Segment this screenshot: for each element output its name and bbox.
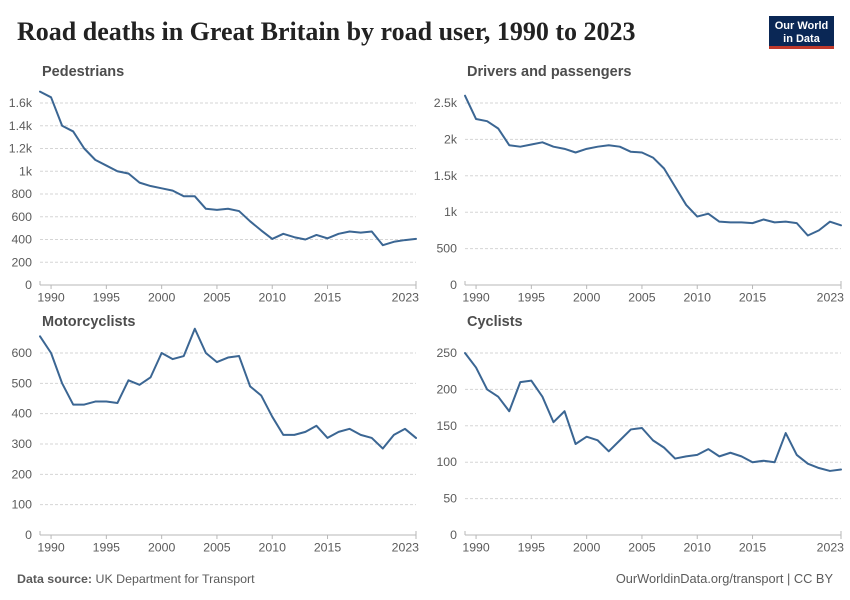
- svg-text:1990: 1990: [462, 541, 490, 555]
- svg-text:0: 0: [450, 278, 457, 292]
- svg-text:1995: 1995: [93, 541, 121, 555]
- svg-text:500: 500: [11, 376, 32, 390]
- svg-text:200: 200: [11, 255, 32, 269]
- svg-text:2010: 2010: [684, 541, 712, 555]
- svg-text:2005: 2005: [203, 541, 231, 555]
- svg-text:2k: 2k: [444, 132, 458, 146]
- svg-text:2023: 2023: [392, 291, 420, 305]
- svg-text:2000: 2000: [148, 541, 176, 555]
- svg-text:2015: 2015: [314, 541, 342, 555]
- svg-text:300: 300: [11, 437, 32, 451]
- svg-text:2.5k: 2.5k: [434, 96, 458, 110]
- svg-text:2015: 2015: [739, 291, 767, 305]
- svg-text:0: 0: [25, 278, 32, 292]
- svg-text:2005: 2005: [628, 541, 656, 555]
- svg-text:2000: 2000: [573, 541, 601, 555]
- svg-text:1995: 1995: [518, 541, 546, 555]
- svg-text:2023: 2023: [392, 541, 420, 555]
- svg-text:1995: 1995: [518, 291, 546, 305]
- svg-text:400: 400: [11, 407, 32, 421]
- svg-text:2023: 2023: [817, 291, 845, 305]
- svg-text:2010: 2010: [259, 541, 287, 555]
- svg-text:2005: 2005: [203, 291, 231, 305]
- svg-text:150: 150: [436, 419, 457, 433]
- svg-text:1.6k: 1.6k: [9, 96, 33, 110]
- svg-text:2000: 2000: [148, 291, 176, 305]
- svg-text:500: 500: [436, 242, 457, 256]
- svg-text:1k: 1k: [19, 164, 33, 178]
- svg-text:200: 200: [436, 382, 457, 396]
- svg-text:400: 400: [11, 233, 32, 247]
- svg-text:200: 200: [11, 467, 32, 481]
- svg-text:2023: 2023: [817, 541, 845, 555]
- svg-text:1990: 1990: [37, 541, 65, 555]
- svg-text:250: 250: [436, 346, 457, 360]
- svg-text:1.2k: 1.2k: [9, 142, 33, 156]
- svg-text:2010: 2010: [259, 291, 287, 305]
- svg-text:100: 100: [436, 455, 457, 469]
- svg-text:600: 600: [11, 210, 32, 224]
- svg-text:1.5k: 1.5k: [434, 169, 458, 183]
- svg-text:2010: 2010: [684, 291, 712, 305]
- svg-text:800: 800: [11, 187, 32, 201]
- svg-text:50: 50: [443, 492, 457, 506]
- svg-text:2015: 2015: [739, 541, 767, 555]
- svg-text:2015: 2015: [314, 291, 342, 305]
- svg-text:1990: 1990: [462, 291, 490, 305]
- svg-text:100: 100: [11, 498, 32, 512]
- svg-text:2005: 2005: [628, 291, 656, 305]
- svg-text:1995: 1995: [93, 291, 121, 305]
- svg-text:1.4k: 1.4k: [9, 119, 33, 133]
- svg-text:0: 0: [25, 528, 32, 542]
- svg-text:600: 600: [11, 346, 32, 360]
- svg-text:1990: 1990: [37, 291, 65, 305]
- svg-text:1k: 1k: [444, 205, 458, 219]
- svg-text:2000: 2000: [573, 291, 601, 305]
- svg-text:0: 0: [450, 528, 457, 542]
